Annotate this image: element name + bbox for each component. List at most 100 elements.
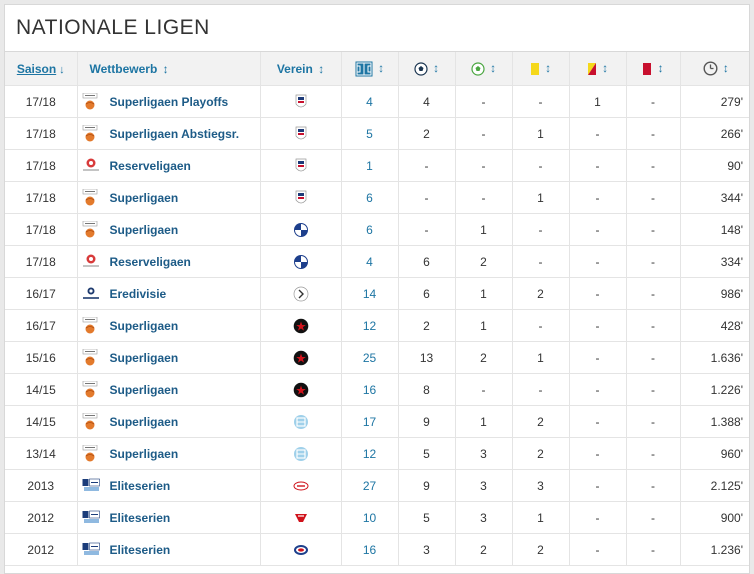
cell-yellow-red-cards: -	[569, 533, 627, 566]
superligaen-logo[interactable]	[82, 188, 100, 207]
competition-link[interactable]: Eliteserien	[109, 510, 171, 525]
competition-link[interactable]: Superligaen Playoffs	[109, 94, 229, 109]
superligaen-logo[interactable]	[82, 220, 100, 239]
cell-club	[260, 533, 342, 566]
superligaen-logo[interactable]	[82, 380, 100, 399]
appearances-link[interactable]: 27	[362, 478, 377, 493]
appearances-link[interactable]: 25	[362, 350, 377, 365]
competition-link[interactable]: Eliteserien	[109, 542, 171, 557]
competition-link[interactable]: Superligaen	[109, 318, 179, 333]
cell-goals: -	[398, 213, 456, 246]
appearances-link[interactable]: 1	[366, 158, 373, 173]
cell-yellow-red-cards: -	[569, 277, 627, 310]
cell-yellow-red-cards: -	[569, 117, 627, 150]
esbjerg-crest[interactable]	[293, 446, 309, 462]
competition-link[interactable]: Superligaen	[109, 222, 179, 237]
competition-link[interactable]: Superligaen	[109, 350, 179, 365]
eliteserien-logo[interactable]	[82, 477, 100, 495]
brann-crest[interactable]	[293, 478, 309, 494]
superligaen-logo[interactable]	[82, 444, 100, 463]
cell-competition: Superligaen Abstiegsr.	[77, 117, 261, 150]
cell-appearances: 14	[341, 277, 399, 310]
saison-sort-link[interactable]: Saison	[16, 61, 57, 76]
superligaen-logo[interactable]	[82, 412, 100, 431]
superligaen-logo[interactable]	[82, 316, 100, 335]
competition-link[interactable]: Eliteserien	[109, 478, 171, 493]
header-verein[interactable]: Verein ↕	[260, 52, 342, 86]
competition-link[interactable]: Superligaen Abstiegsr.	[109, 126, 240, 141]
appearances-link[interactable]: 17	[362, 414, 377, 429]
competition-link[interactable]: Reserveligaen	[109, 254, 191, 269]
cell-minutes: 1.388'	[680, 405, 749, 438]
cell-yellow-cards: 2	[512, 533, 570, 566]
appearances-link[interactable]: 6	[366, 190, 373, 205]
cell-competition: Superligaen	[77, 309, 261, 342]
appearances-link[interactable]: 12	[362, 446, 377, 461]
header-wettbewerb[interactable]: Wettbewerb ↕	[77, 52, 261, 86]
superligaen-logo[interactable]	[82, 92, 100, 111]
cell-competition: Superligaen	[77, 437, 261, 470]
competition-link[interactable]: Superligaen	[109, 446, 179, 461]
header-goals[interactable]: ↕	[398, 52, 456, 86]
cell-club	[260, 181, 342, 214]
header-appearances[interactable]: ↕	[341, 52, 399, 86]
heracles-crest[interactable]	[293, 286, 309, 302]
agf-crest[interactable]	[293, 126, 309, 142]
cell-competition: Eliteserien	[77, 501, 261, 534]
cell-competition: Superligaen	[77, 181, 261, 214]
cell-red-cards: -	[626, 277, 681, 310]
fck-crest[interactable]	[293, 254, 309, 270]
agf-crest[interactable]	[293, 94, 309, 110]
cell-saison: 15/16	[5, 341, 78, 374]
eredivisie-logo[interactable]	[82, 285, 100, 303]
agf-crest[interactable]	[293, 190, 309, 206]
header-assists[interactable]: ↕	[455, 52, 513, 86]
header-red-cards[interactable]: ↕	[626, 52, 681, 86]
competition-link[interactable]: Superligaen	[109, 414, 179, 429]
appearances-link[interactable]: 16	[362, 382, 377, 397]
fck-crest[interactable]	[293, 222, 309, 238]
minutes-clock-icon	[703, 61, 718, 76]
reserveligaen-logo[interactable]	[82, 253, 100, 271]
agf-crest[interactable]	[293, 158, 309, 174]
sort-icon: ↕	[490, 61, 497, 76]
cell-yellow-cards: 2	[512, 437, 570, 470]
fcm-crest[interactable]	[293, 350, 309, 366]
fcm-crest[interactable]	[293, 318, 309, 334]
appearances-link[interactable]: 16	[362, 542, 377, 557]
appearances-link[interactable]: 5	[366, 126, 373, 141]
competition-link[interactable]: Superligaen	[109, 190, 179, 205]
cell-goals: 13	[398, 341, 456, 374]
competition-link[interactable]: Reserveligaen	[109, 158, 191, 173]
esbjerg-crest[interactable]	[293, 414, 309, 430]
header-minutes[interactable]: ↕	[680, 52, 749, 86]
appearances-link[interactable]: 12	[362, 318, 377, 333]
cell-yellow-red-cards: -	[569, 501, 627, 534]
header-yellow-cards[interactable]: ↕	[512, 52, 570, 86]
competition-link[interactable]: Eredivisie	[109, 286, 167, 301]
superligaen-logo[interactable]	[82, 348, 100, 367]
appearances-link[interactable]: 4	[366, 254, 373, 269]
sort-icon: ↕	[545, 61, 552, 76]
brann-red-crest[interactable]	[293, 510, 309, 526]
goals-icon	[414, 62, 428, 76]
appearances-link[interactable]: 4	[366, 94, 373, 109]
superligaen-logo[interactable]	[82, 124, 100, 143]
cell-assists: 1	[455, 405, 513, 438]
competition-link[interactable]: Superligaen	[109, 382, 179, 397]
appearances-link[interactable]: 10	[362, 510, 377, 525]
cell-assists: 2	[455, 341, 513, 374]
table-row: 17/18 Superligaen Abstiegsr. 5 2 - 1 - -…	[5, 117, 749, 150]
fcm-crest[interactable]	[293, 382, 309, 398]
cell-yellow-cards: -	[512, 245, 570, 278]
header-saison[interactable]: Saison ↓	[5, 52, 78, 86]
reserveligaen-logo[interactable]	[82, 157, 100, 175]
appearances-link[interactable]: 6	[366, 222, 373, 237]
appearances-link[interactable]: 14	[362, 286, 377, 301]
eliteserien-logo[interactable]	[82, 541, 100, 559]
cell-red-cards: -	[626, 469, 681, 502]
eliteserien-logo[interactable]	[82, 509, 100, 527]
valerenga-crest[interactable]	[293, 542, 309, 558]
cell-goals: -	[398, 149, 456, 182]
header-yellow-red-cards[interactable]: ↕	[569, 52, 627, 86]
